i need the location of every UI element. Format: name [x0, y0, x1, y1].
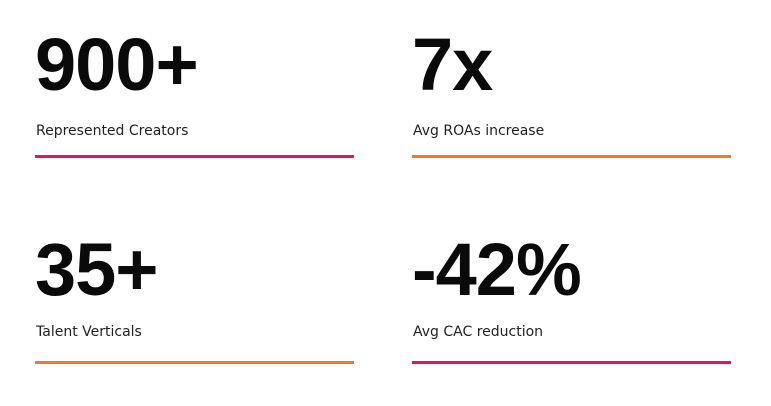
- stat-divider: [412, 361, 731, 364]
- stat-avg-roas-increase: 7x Avg ROAs increase: [412, 23, 731, 158]
- stat-label: Talent Verticals: [36, 324, 142, 340]
- stat-talent-verticals: 35+ Talent Verticals: [35, 228, 354, 364]
- stat-label: Represented Creators: [36, 123, 189, 139]
- stat-value: 900+: [35, 23, 199, 106]
- stat-value: 35+: [35, 228, 159, 311]
- stat-avg-cac-reduction: -42% Avg CAC reduction: [412, 228, 731, 364]
- stat-represented-creators: 900+ Represented Creators: [35, 23, 354, 158]
- stat-divider: [35, 361, 354, 364]
- stat-divider: [35, 155, 354, 158]
- stat-divider: [412, 155, 731, 158]
- stat-value: 7x: [412, 23, 493, 106]
- stat-label: Avg ROAs increase: [413, 123, 545, 139]
- stat-value: -42%: [412, 228, 582, 311]
- stat-label: Avg CAC reduction: [413, 324, 544, 340]
